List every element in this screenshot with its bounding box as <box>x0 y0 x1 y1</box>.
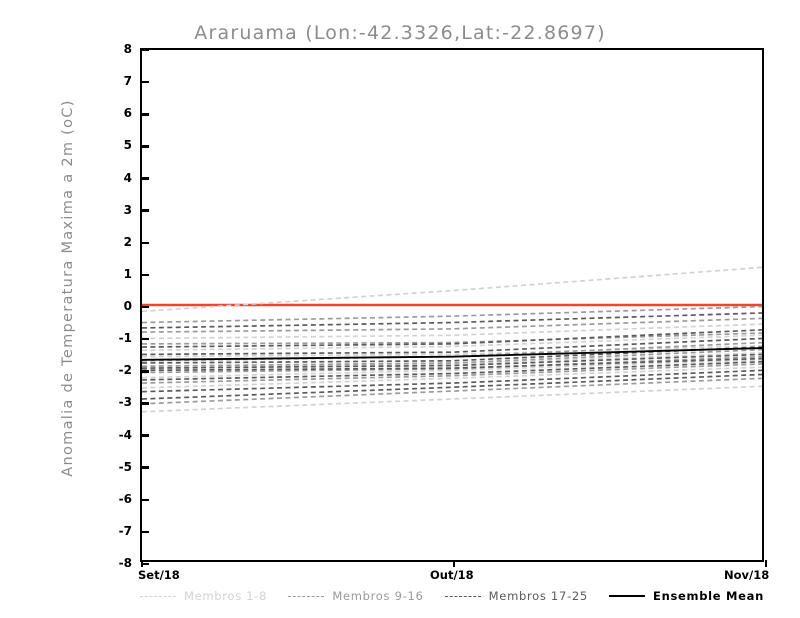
legend-item-membros-9-16[interactable]: Membros 9-16 <box>288 589 423 603</box>
y-tick-label: -6 <box>118 491 132 506</box>
y-tick-mark <box>142 562 149 566</box>
legend-item-membros-1-8[interactable]: Membros 1-8 <box>140 589 267 603</box>
series-line-membro-22 <box>142 357 762 372</box>
series-line-membro-14 <box>142 355 762 374</box>
y-tick-label: -3 <box>118 395 132 410</box>
y-tick-label: 8 <box>123 42 132 56</box>
y-tick-mark <box>142 434 149 437</box>
series-line-membro-21 <box>142 353 762 369</box>
y-tick-label: 4 <box>123 170 132 185</box>
y-tick-mark <box>142 273 149 277</box>
y-tick-label: 6 <box>123 106 132 121</box>
legend-label: Ensemble Mean <box>653 589 764 603</box>
series-line-membro-17 <box>142 312 762 329</box>
series-lines-container <box>142 50 762 560</box>
legend-label: Membros 1-8 <box>184 589 268 603</box>
series-line-membro-24 <box>142 369 762 393</box>
legend-item-ensemble-mean[interactable]: Ensemble Mean <box>609 589 764 603</box>
legend-label: Membros 17-25 <box>488 589 588 603</box>
series-line-membro-18 <box>142 329 762 348</box>
y-tick-mark <box>142 337 149 341</box>
series-svg <box>142 266 762 413</box>
y-tick-label: 5 <box>123 138 132 153</box>
y-tick-mark <box>142 305 149 309</box>
series-line-membro-2 <box>142 323 762 340</box>
series-line-membro-8 <box>142 385 762 413</box>
series-line-membro-9 <box>142 305 762 324</box>
legend-swatch-dashed-line-icon <box>444 595 481 597</box>
page-title: Araruama (Lon:-42.3326,Lat:-22.8697) <box>194 22 606 44</box>
y-axis-label: Anomalia de Temperatura Maxima a 2m (oC) <box>60 99 76 477</box>
x-tick-label: Out/18 <box>430 568 474 582</box>
x-tick-label: Set/18 <box>138 568 180 582</box>
series-line-ensemble-mean <box>142 347 762 361</box>
series-line-membro-16 <box>142 377 762 405</box>
x-tick-mark <box>140 560 144 567</box>
y-tick-mark <box>142 370 149 373</box>
y-tick-mark <box>142 466 149 469</box>
series-line-membro-10 <box>142 317 762 333</box>
y-tick-mark <box>142 498 149 501</box>
y-tick-label: -7 <box>118 523 132 538</box>
y-tick-label: 3 <box>123 202 132 217</box>
y-tick-label: 2 <box>123 234 132 249</box>
legend-swatch-dashed-line-icon <box>288 595 325 597</box>
y-tick-mark <box>142 80 149 84</box>
series-line-membro-15 <box>142 363 762 384</box>
y-tick-label: -2 <box>118 363 132 378</box>
series-line-membro-25 <box>142 373 762 400</box>
series-line-membro-7 <box>142 366 762 389</box>
y-tick-mark <box>142 241 149 244</box>
y-tick-mark <box>142 402 149 405</box>
y-tick-label: 0 <box>123 299 132 313</box>
legend-label: Membros 9-16 <box>332 589 424 603</box>
y-tick-label: -8 <box>118 556 132 570</box>
legend-swatch-solid-line-icon <box>609 595 646 597</box>
y-tick-label: -1 <box>118 331 132 346</box>
y-tick-label: 7 <box>123 74 132 89</box>
series-line-membro-11 <box>142 332 762 345</box>
y-tick-label: -4 <box>118 427 132 442</box>
y-tick-mark <box>142 209 149 212</box>
x-tick-mark <box>452 560 456 567</box>
series-line-membro-3 <box>142 334 762 352</box>
series-line-membro-6 <box>142 358 762 379</box>
series-line-membro-23 <box>142 360 762 381</box>
y-tick-label: 1 <box>123 266 132 281</box>
series-line-membro-13 <box>142 348 762 368</box>
y-tick-label: -5 <box>118 459 132 474</box>
legend-item-membros-17-25[interactable]: Membros 17-25 <box>444 589 588 603</box>
chart-legend: Membros 1-8 Membros 9-16 Membros 17-25 Ense… <box>140 588 764 604</box>
y-tick-mark <box>142 113 149 116</box>
y-tick-mark <box>142 177 149 180</box>
y-tick-mark <box>142 48 149 52</box>
x-tick-label: Nov/18 <box>724 568 770 582</box>
x-tick-mark <box>764 560 768 567</box>
plot-area: 8 7 6 5 4 3 2 1 0 -1 -2 -3 -4 -5 -6 -7 -8 Set/18 Out/18 No… <box>119 42 770 582</box>
y-tick-mark <box>142 145 149 148</box>
y-tick-mark <box>142 530 149 534</box>
legend-swatch-dashed-line-icon <box>140 595 176 597</box>
series-line-membro-19 <box>142 337 762 356</box>
series-line-membro-1 <box>142 266 762 313</box>
series-line-membro-4 <box>142 344 762 358</box>
